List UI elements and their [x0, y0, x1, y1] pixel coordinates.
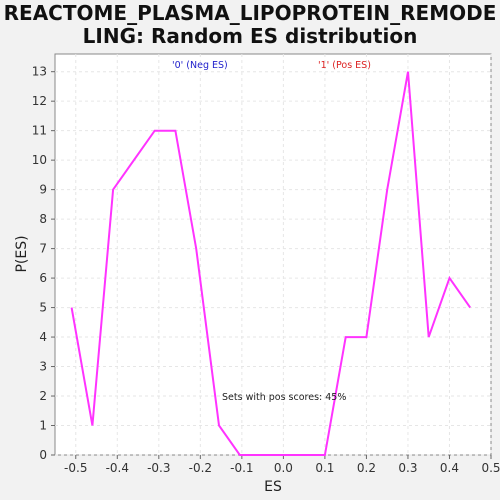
- y-tick-label: 13: [32, 65, 47, 79]
- y-tick-label: 12: [32, 94, 47, 108]
- y-tick-label: 3: [39, 360, 47, 374]
- y-tick-label: 9: [39, 183, 47, 197]
- chart-title-line-2: LING: Random ES distribution: [82, 24, 418, 48]
- x-tick-label: 0.4: [440, 461, 459, 475]
- chart-title-line-1: REACTOME_PLASMA_LIPOPROTEIN_REMODE: [3, 1, 497, 25]
- pos-es-label: '1' (Pos ES): [318, 60, 371, 71]
- y-tick-label: 5: [39, 301, 47, 315]
- y-tick-label: 11: [32, 124, 47, 138]
- y-tick-label: 7: [39, 242, 47, 256]
- pos-scores-annotation: Sets with pos scores: 45%: [222, 392, 346, 403]
- neg-es-label: '0' (Neg ES): [172, 60, 228, 71]
- plot-area: [54, 53, 492, 456]
- axis-ticks: -0.5 -0.4 -0.3 -0.2 -0.1 0.0 0.1 0.2 0.3 0.4 0.5 0 1…: [32, 65, 500, 475]
- y-tick-label: 0: [39, 448, 47, 462]
- x-tick-label: 0.1: [315, 461, 334, 475]
- y-tick-label: 2: [39, 389, 47, 403]
- x-tick-label: -0.1: [230, 461, 253, 475]
- x-tick-label: -0.4: [106, 461, 129, 475]
- x-tick-label: -0.2: [189, 461, 212, 475]
- x-tick-label: 0.2: [357, 461, 376, 475]
- x-tick-label: 0.0: [274, 461, 293, 475]
- y-axis-label: P(ES): [14, 235, 30, 272]
- y-tick-label: 8: [39, 212, 47, 226]
- chart-title: REACTOME_PLASMA_LIPOPROTEIN_REMODE LING:…: [0, 2, 500, 48]
- y-tick-label: 6: [39, 271, 47, 285]
- x-tick-label: 0.3: [398, 461, 417, 475]
- x-axis-label: ES: [264, 479, 282, 495]
- series-line: [70, 71, 472, 456]
- grid-lines: [55, 54, 492, 456]
- x-tick-label: -0.3: [147, 461, 170, 475]
- y-tick-label: 4: [39, 330, 47, 344]
- x-tick-label: -0.5: [64, 461, 87, 475]
- x-tick-label: 0.5: [481, 461, 500, 475]
- y-tick-label: 1: [39, 419, 47, 433]
- y-tick-label: 10: [32, 153, 47, 167]
